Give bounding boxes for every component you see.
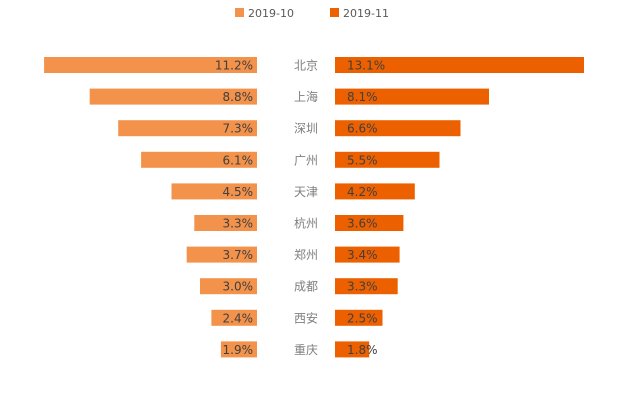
data-label-2019-10-4: 4.5% (223, 185, 254, 199)
category-label: 上海 (294, 89, 318, 104)
legend-swatch-2019-11 (330, 8, 339, 17)
bar-2019-11-6 (335, 246, 400, 263)
data-label-2019-11-2: 6.6% (347, 122, 378, 136)
bar-2019-10-5 (194, 215, 257, 231)
labels-group: 北京 11.2% 13.1% 上海 8.8% 8.1% 深圳 7.3% 6.6% 广州 6.1% 5.… (215, 59, 385, 357)
bar-2019-11-8 (335, 309, 383, 326)
bar-2019-11-7 (335, 278, 398, 295)
bars-group (44, 57, 584, 358)
bar-2019-10-8 (211, 309, 257, 326)
data-label-2019-10-8: 2.4% (223, 311, 254, 325)
data-label-2019-10-7: 3.0% (223, 280, 254, 294)
bar-2019-10-9 (220, 341, 257, 358)
bar-2019-11-2 (335, 120, 461, 137)
chart-legend: 2019-10 2019-11 (235, 7, 389, 20)
data-label-2019-10-1: 8.8% (223, 90, 254, 104)
category-label: 广州 (294, 153, 318, 167)
bar-2019-10-4 (171, 183, 257, 200)
category-label: 重庆 (294, 343, 318, 357)
bar-2019-10-0 (44, 57, 257, 73)
category-label: 杭州 (294, 216, 318, 231)
data-label-2019-11-7: 3.3% (347, 280, 378, 294)
data-label-2019-11-4: 4.2% (347, 185, 378, 199)
bar-2019-10-7 (200, 278, 257, 295)
category-label: 成都 (294, 280, 318, 294)
category-label: 北京 (294, 59, 318, 73)
data-label-2019-11-6: 3.4% (347, 248, 378, 262)
legend-swatch-2019-10 (235, 8, 244, 17)
legend-label-2019-11: 2019-11 (343, 7, 389, 20)
data-label-2019-10-3: 6.1% (223, 153, 254, 167)
bar-2019-10-6 (186, 246, 257, 263)
category-label: 天津 (294, 185, 318, 199)
category-label: 西安 (294, 310, 318, 325)
data-label-2019-11-1: 8.1% (347, 90, 378, 104)
bar-2019-10-2 (118, 120, 257, 137)
data-label-2019-10-2: 7.3% (223, 122, 254, 136)
bar-2019-11-0 (335, 57, 584, 73)
legend-label-2019-10: 2019-10 (248, 7, 294, 20)
bar-2019-11-3 (335, 151, 440, 168)
bar-2019-11-4 (335, 183, 415, 200)
data-label-2019-11-0: 13.1% (347, 59, 385, 73)
data-label-2019-10-9: 1.9% (223, 343, 254, 357)
data-label-2019-10-5: 3.3% (223, 217, 254, 231)
category-label: 郑州 (294, 247, 318, 262)
bar-2019-11-9 (335, 341, 370, 358)
bar-2019-11-1 (335, 88, 489, 105)
data-label-2019-11-8: 2.5% (347, 311, 378, 325)
category-label: 深圳 (294, 122, 318, 136)
bar-2019-10-3 (141, 151, 257, 168)
bar-2019-11-5 (335, 215, 404, 231)
bar-2019-10-1 (89, 88, 257, 105)
data-label-2019-11-9: 1.8% (347, 343, 378, 357)
data-label-2019-10-0: 11.2% (215, 59, 253, 73)
data-label-2019-11-5: 3.6% (347, 217, 378, 231)
data-label-2019-10-6: 3.7% (223, 248, 254, 262)
data-label-2019-11-3: 5.5% (347, 153, 378, 167)
